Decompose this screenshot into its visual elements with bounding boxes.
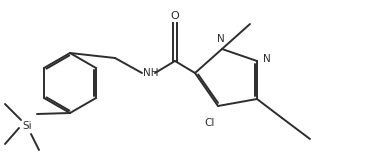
Text: Si: Si (22, 121, 32, 131)
Text: Cl: Cl (205, 118, 215, 128)
Text: O: O (171, 11, 180, 21)
Text: NH: NH (143, 68, 159, 78)
Text: N: N (263, 54, 271, 64)
Text: N: N (217, 34, 225, 44)
